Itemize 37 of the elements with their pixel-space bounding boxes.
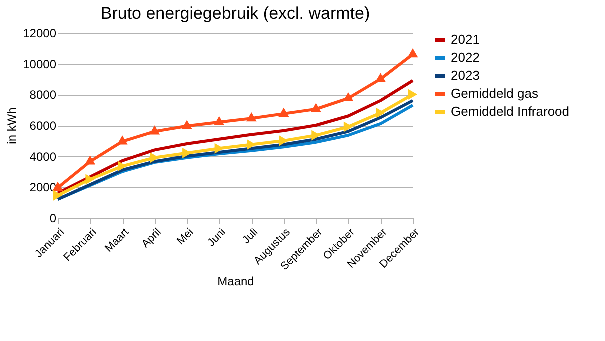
point [150, 126, 160, 135]
point [408, 89, 418, 100]
point [279, 136, 288, 146]
point [117, 136, 128, 145]
x-axis-title: Maand [218, 274, 254, 288]
legend-label: 2021 [451, 32, 480, 47]
point [376, 108, 386, 118]
point [85, 156, 96, 165]
point [182, 148, 192, 158]
point [310, 103, 322, 112]
point [86, 174, 95, 185]
point [214, 116, 225, 126]
point [182, 120, 192, 130]
point [246, 112, 257, 122]
y-tick-label: 10000 [23, 57, 57, 72]
y-tick-label: 8000 [30, 88, 57, 102]
point [312, 130, 321, 141]
point [375, 73, 386, 82]
legend-label: Gemiddeld gas [451, 86, 539, 101]
point [247, 140, 256, 150]
chart-title: Bruto energiegebruik (excl. warmte) [100, 4, 370, 23]
legend-label: Gemiddeld Infrarood [451, 104, 570, 119]
y-axis-title: in kWh [5, 108, 20, 144]
y-tick-label: 6000 [30, 119, 57, 133]
point [344, 122, 353, 132]
point [214, 143, 224, 154]
y-tick-label: 12000 [23, 26, 57, 40]
point [53, 190, 63, 201]
point [278, 108, 290, 117]
point [343, 92, 354, 102]
x-tick-label: Mei [175, 226, 196, 248]
y-tick-label: 0 [50, 212, 57, 226]
point [408, 48, 418, 58]
y-tick-label: 4000 [30, 150, 57, 164]
point [118, 161, 128, 172]
legend-label: 2023 [451, 68, 480, 83]
legend-label: 2022 [451, 50, 480, 65]
